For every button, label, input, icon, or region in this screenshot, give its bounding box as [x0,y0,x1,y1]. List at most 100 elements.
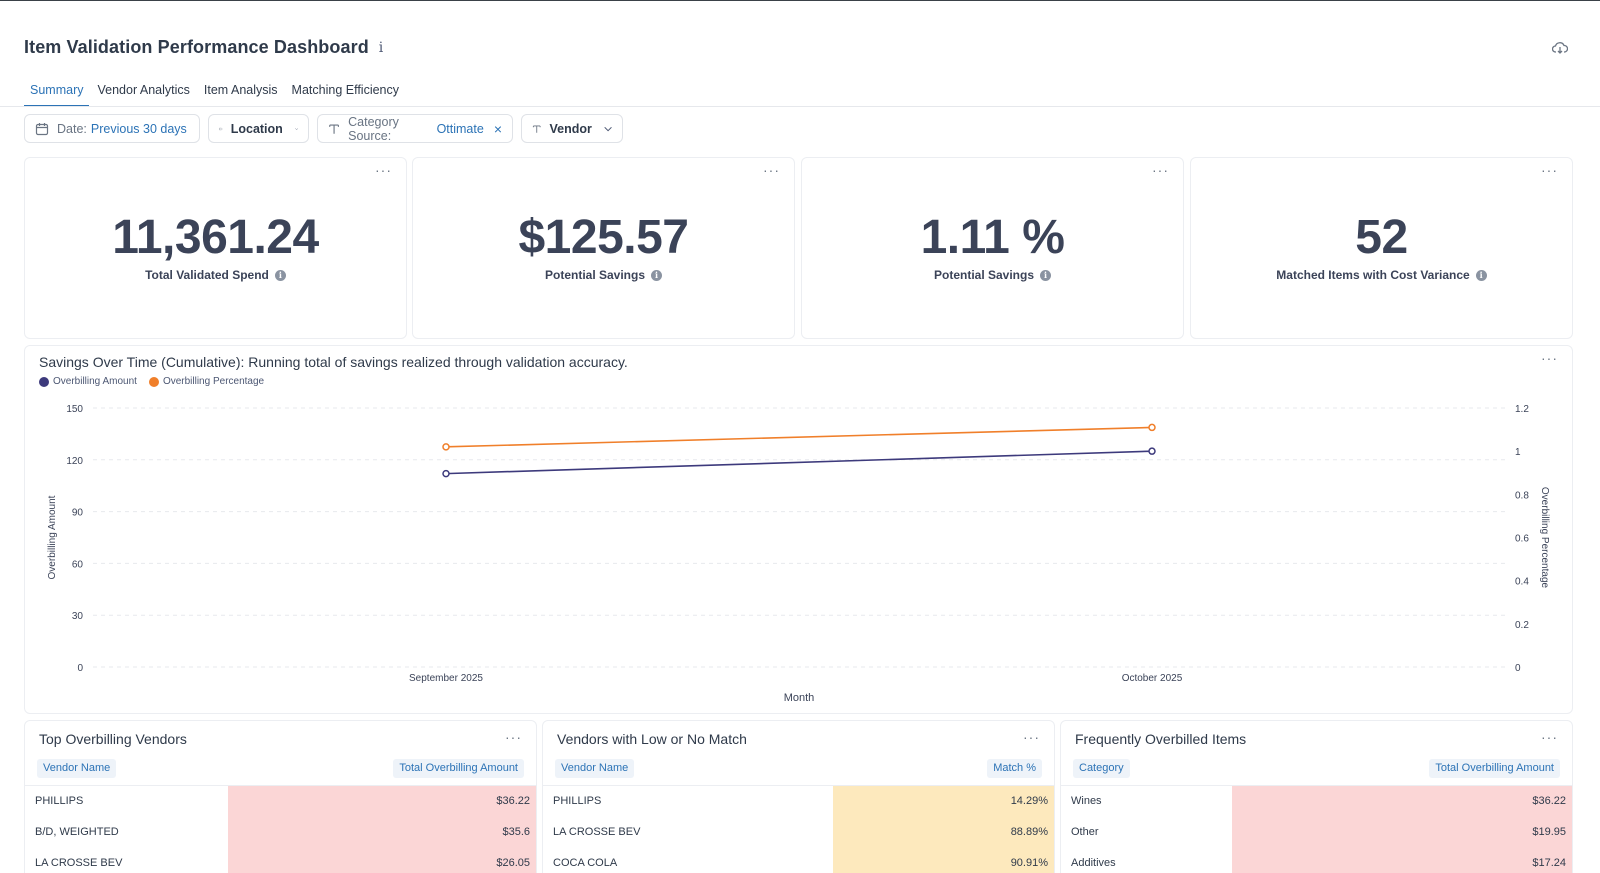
y2-axis-label: Overbilling Percentage [1539,487,1550,589]
data-point [442,443,450,451]
column-header-total-overbilling[interactable]: Total Overbilling Amount [1429,759,1560,778]
category-name: Additives [1071,857,1116,869]
y-tick-label: 0 [77,663,83,674]
value-bar [833,817,1054,848]
card-menu-button[interactable]: ··· [375,162,392,178]
kpi-value: 52 [1355,211,1408,264]
table-row[interactable]: LA CROSSE BEV 88.89% [543,817,1054,848]
column-header-total-overbilling[interactable]: Total Overbilling Amount [393,759,524,778]
overbilling-amount: $36.22 [1532,795,1566,807]
tab-item-analysis[interactable]: Item Analysis [203,83,278,97]
value-bar [1232,817,1572,848]
y-axis-label: Overbilling Amount [47,495,58,579]
category-name: Wines [1071,795,1102,807]
vendor-name: PHILLIPS [553,795,602,807]
chart-legend: Overbilling Amount Overbilling Percentag… [39,376,276,387]
card-menu-button[interactable]: ··· [1023,729,1040,745]
column-header-vendor-name[interactable]: Vendor Name [555,759,635,778]
table-title: Top Overbilling Vendors [39,731,187,747]
table-row[interactable]: PHILLIPS $36.22 [25,786,536,817]
y2-tick-label: 0.4 [1515,577,1529,588]
info-icon[interactable]: i [274,270,286,282]
date-filter[interactable]: Date: Previous 30 days [24,114,200,143]
match-percent: 14.29% [1010,795,1048,807]
vendor-name: B/D, WEIGHTED [35,826,119,838]
table-row[interactable]: Wines $36.22 [1061,786,1572,817]
table-row[interactable]: COCA COLA 90.91% [543,848,1054,873]
x-tick-label: September 2025 [409,673,483,684]
value-bar [228,848,536,873]
table-header: Category Total Overbilling Amount [1073,759,1560,779]
kpi-card-potential-savings-percent: ··· 1.11 % Potential Savings i [801,157,1184,339]
overbilling-amount: $35.6 [502,826,530,838]
y-tick-label: 90 [72,508,84,519]
savings-line-chart: 0 30 60 90 120 150 0 0.2 0.4 0.6 0.8 1 1.2 September … [47,404,1550,704]
vendor-filter-label: Vendor [549,121,592,136]
table-title: Vendors with Low or No Match [557,731,747,747]
savings-over-time-chart-card: 0 30 60 90 120 150 0 0.2 0.4 0.6 0.8 1 1.2 September … [24,345,1573,714]
column-header-vendor-name[interactable]: Vendor Name [37,759,117,778]
location-filter-label: Location [230,121,283,136]
value-bar [228,786,536,817]
tab-matching-efficiency[interactable]: Matching Efficiency [291,83,400,97]
info-icon[interactable]: i [378,39,384,56]
table-row[interactable]: Other $19.95 [1061,817,1572,848]
kpi-card-matched-items: ··· 52 Matched Items with Cost Variance i [1190,157,1573,339]
kpi-label: Matched Items with Cost Variance i [1191,268,1572,282]
y-tick-label: 30 [72,611,84,622]
overbilling-amount: $26.05 [496,857,530,869]
date-filter-label: Date: [57,121,87,136]
legend-item-overbilling-amount[interactable]: Overbilling Amount [39,376,137,387]
table-title: Frequently Overbilled Items [1075,731,1247,747]
legend-label: Overbilling Percentage [162,376,265,387]
table-row[interactable]: PHILLIPS 14.29% [543,786,1054,817]
category-source-filter-value: Ottimate [436,121,484,136]
card-menu-button[interactable]: ··· [1541,729,1558,745]
category-source-filter[interactable]: Category Source: Ottimate × [317,114,513,143]
legend-item-overbilling-percentage[interactable]: Overbilling Percentage [148,376,265,387]
vendors-low-match-table: Vendors with Low or No Match ··· Vendor … [542,720,1055,873]
table-body: PHILLIPS 14.29% LA CROSSE BEV 88.89% COC… [543,785,1054,873]
info-icon[interactable]: i [651,270,663,282]
vendor-name: LA CROSSE BEV [553,826,641,838]
vendor-name: LA CROSSE BEV [35,857,123,869]
chevron-down-icon [294,127,298,130]
location-filter[interactable]: Location [208,114,309,143]
match-percent: 90.91% [1010,857,1048,869]
table-row[interactable]: B/D, WEIGHTED $35.6 [25,817,536,848]
y2-tick-label: 0.2 [1515,620,1529,631]
table-row[interactable]: Additives $17.24 [1061,848,1572,873]
data-point [442,469,450,478]
category-source-filter-label: Category Source: [348,114,399,143]
series-line [445,450,1153,475]
legend-label: Overbilling Amount [53,376,137,387]
table-row[interactable]: LA CROSSE BEV $26.05 [25,848,536,873]
cloud-download-icon[interactable] [1552,41,1568,55]
chart-title: Savings Over Time (Cumulative): Running … [39,354,628,370]
match-percent: 88.89% [1010,826,1048,838]
card-menu-button[interactable]: ··· [1152,162,1169,178]
column-header-category[interactable]: Category [1073,759,1130,778]
vendor-filter[interactable]: Vendor [521,114,623,143]
value-bar [1232,848,1572,873]
kpi-label: Potential Savings i [802,268,1183,282]
card-menu-button[interactable]: ··· [1541,350,1558,366]
category-name: Other [1071,826,1099,838]
value-bar [833,848,1054,873]
card-menu-button[interactable]: ··· [1541,162,1558,178]
column-header-match-percent[interactable]: Match % [987,759,1042,778]
tab-vendor-analytics[interactable]: Vendor Analytics [97,83,190,97]
info-icon[interactable]: i [1475,270,1487,282]
date-filter-value: Previous 30 days [90,121,187,136]
card-menu-button[interactable]: ··· [763,162,780,178]
y-tick-label: 120 [66,456,83,467]
tab-summary[interactable]: Summary [24,79,90,107]
top-overbilling-vendors-table: Top Overbilling Vendors ··· Vendor Name … [24,720,537,873]
card-menu-button[interactable]: ··· [505,729,522,745]
legend-swatch [39,376,49,387]
text-type-icon [329,124,339,134]
close-icon[interactable]: × [493,120,502,137]
info-icon[interactable]: i [1040,270,1052,282]
vendor-name: COCA COLA [553,857,618,869]
kpi-card-potential-savings-amount: ··· $125.57 Potential Savings i [412,157,795,339]
